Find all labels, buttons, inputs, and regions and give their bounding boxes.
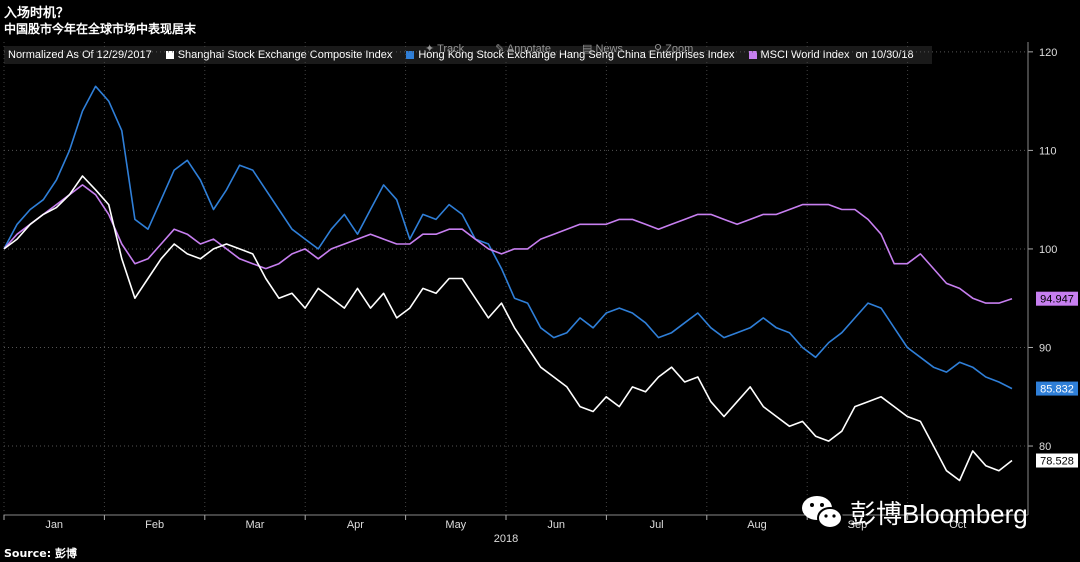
x-tick-label: Jun [547,519,565,531]
y-tick-label: 90 [1039,342,1051,354]
legend-item-hangseng[interactable]: Hong Kong Stock Exchange Hang Seng China… [406,49,735,61]
x-axis-title: 2018 [494,533,518,545]
legend-item-shanghai[interactable]: Shanghai Stock Exchange Composite Index [165,49,393,61]
legend-label-shanghai: Shanghai Stock Exchange Composite Index [177,49,393,61]
last-value-box-1 [1036,381,1078,396]
y-tick-label: 80 [1039,441,1051,453]
legend: Normalized As Of 12/29/2017 Shanghai Sto… [4,46,932,64]
last-value-label-1: 85.832 [1040,384,1074,396]
x-tick-label: Feb [145,519,164,531]
x-tick-label: May [445,519,466,531]
last-value-label-0: 78.528 [1040,456,1074,468]
x-tick-label: Jul [650,519,664,531]
legend-note-text: Normalized As Of 12/29/2017 [8,49,152,61]
chart-subtitle: 中国股市今年在全球市场中表现居末 [4,22,197,36]
legend-note: Normalized As Of 12/29/2017 [8,49,152,61]
source-note: Source: 彭博 [4,547,77,560]
y-tick-label: 110 [1039,145,1057,157]
legend-swatch-msci [748,51,757,59]
last-value-box-0 [1036,453,1078,468]
series-line-1 [3,85,1013,390]
x-tick-label: Sep [848,519,868,531]
series-line-2 [3,184,1013,304]
watermark: 彭博Bloomberg [800,492,1028,532]
x-tick-label: Oct [949,519,966,531]
last-value-label-2: 94.947 [1040,294,1074,306]
x-tick-label: Apr [347,519,364,531]
x-tick-label: Aug [747,519,767,531]
chart-title: 入场时机？ [4,6,70,21]
legend-date-note: on 10/30/18 [855,49,914,61]
x-tick-label: Mar [246,519,265,531]
y-tick-label: 120 [1039,47,1057,59]
track-button[interactable]: ✦ Track [425,43,465,55]
annotate-label: Annotate [506,43,551,55]
watermark-text: 彭博Bloomberg [850,498,1028,529]
wechat-icon [802,496,843,529]
legend-label-hangseng: Hong Kong Stock Exchange Hang Seng China… [418,49,735,61]
y-tick-label: 100 [1039,244,1057,256]
legend-swatch-shanghai [165,51,174,59]
annotate-button[interactable]: ✎ Annotate [495,43,551,55]
track-label: Track [437,43,465,55]
series-line-0 [3,175,1013,482]
last-value-box-2 [1036,291,1078,306]
legend-item-msci[interactable]: MSCI World Index on 10/30/18 [748,49,914,61]
legend-label-msci: MSCI World Index [760,49,850,61]
x-tick-label: Jan [45,519,63,531]
legend-swatch-hangseng [406,51,415,59]
